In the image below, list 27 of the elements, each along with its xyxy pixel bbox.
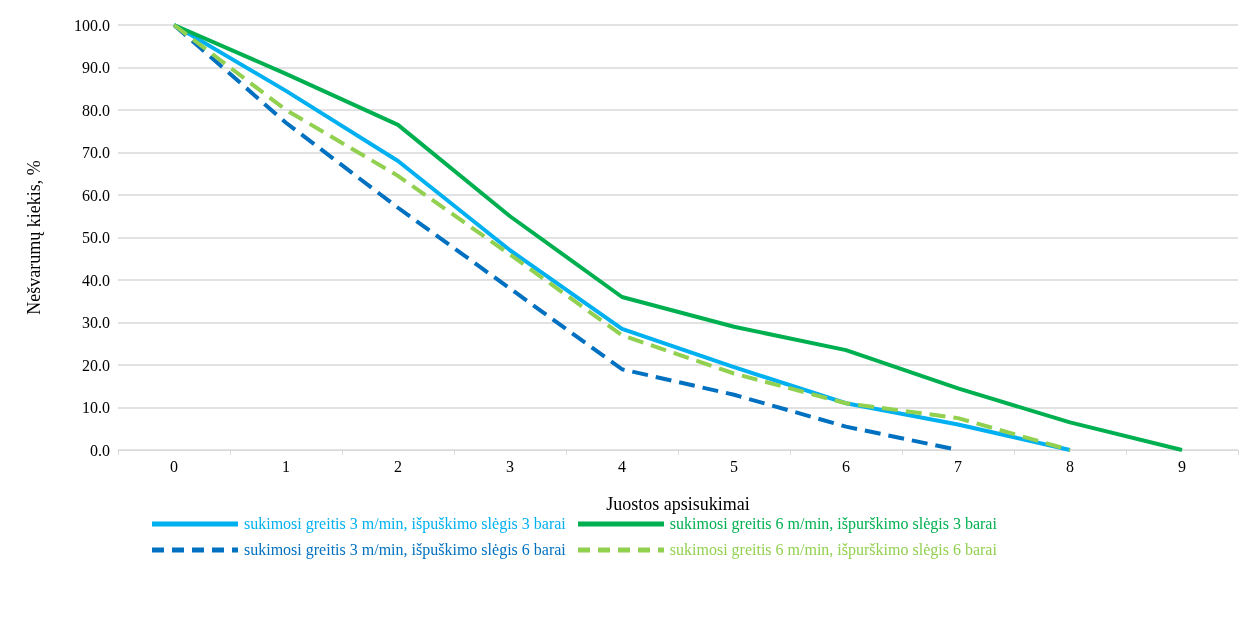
y-tick-label: 20.0 (82, 356, 110, 374)
text: sukimosi greitis 3 m/min, išpuškimo slėgis 6 barai (244, 541, 566, 559)
text: sukimosi greitis 6 m/min, išpurškimo slėgis 6 barai (669, 541, 997, 559)
y-axis-title: Nešvarumų kiekis, % (24, 160, 44, 315)
x-axis-title: Juostos apsisukimai (606, 494, 750, 514)
y-tick-label: 100.0 (74, 16, 110, 34)
y-tick-label: 80.0 (82, 101, 110, 119)
x-tick-label: 6 (842, 457, 850, 475)
x-tick-label: 1 (282, 457, 290, 475)
x-tick-label: 7 (954, 457, 962, 475)
text: sukimosi greitis 3 m/min, išpuškimo slėgis 3 barai (244, 515, 566, 533)
x-tick-label: 5 (730, 457, 738, 475)
x-tick-label: 3 (506, 457, 514, 475)
x-tick-label: 8 (1066, 457, 1074, 475)
y-tick-label: 40.0 (82, 271, 110, 289)
text: sukimosi greitis 6 m/min, išpurškimo slėgis 3 barai (669, 515, 997, 533)
x-tick-label: 9 (1178, 457, 1186, 475)
y-tick-label: 60.0 (82, 186, 110, 204)
x-tick-label: 0 (170, 457, 178, 475)
y-tick-label: 30.0 (82, 314, 110, 331)
y-tick-label: 90.0 (82, 59, 110, 76)
y-tick-label: 70.0 (82, 144, 110, 161)
y-tick-label: 50.0 (82, 229, 110, 246)
x-tick-label: 4 (618, 457, 626, 475)
x-tick-label: 2 (394, 457, 402, 475)
y-tick-label: 0.0 (90, 441, 110, 459)
y-tick-label: 10.0 (82, 399, 110, 416)
